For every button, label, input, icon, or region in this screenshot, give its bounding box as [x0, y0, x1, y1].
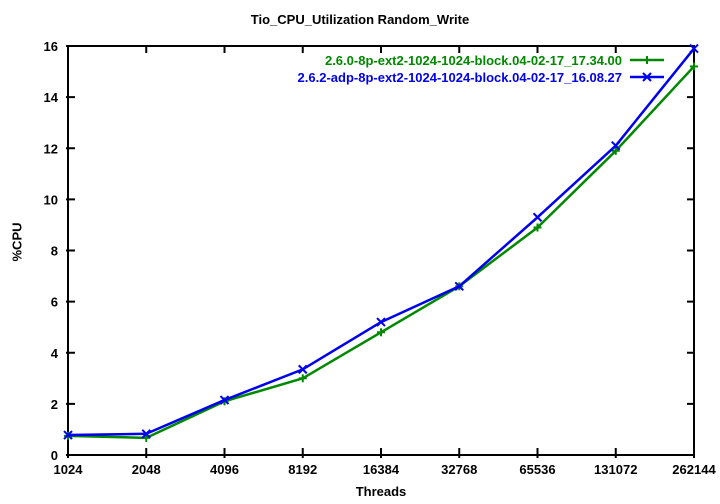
plot-frame — [67, 45, 695, 456]
x-tick-label: 262144 — [672, 462, 716, 477]
x-tick-label: 32768 — [441, 462, 477, 477]
y-tick-label: 2 — [51, 397, 58, 412]
series-0-line — [67, 65, 695, 440]
x-axis-label: Threads — [355, 484, 407, 499]
series-1-line — [67, 47, 695, 437]
y-tick-label: 14 — [44, 90, 59, 105]
series-1-marker — [298, 364, 308, 375]
series-1-marker — [532, 212, 543, 222]
x-tick-label: 16384 — [363, 462, 400, 477]
y-tick-label: 0 — [51, 448, 58, 463]
series-1-marker — [376, 317, 386, 327]
y-tick-label: 10 — [44, 192, 58, 207]
y-tick-label: 4 — [51, 346, 59, 361]
legend-sample-marker — [642, 72, 652, 82]
x-tick-label: 4096 — [210, 462, 239, 477]
series-1-marker — [611, 140, 621, 151]
series-1-marker — [219, 395, 230, 405]
series-1-marker — [689, 43, 699, 54]
x-tick-label: 65536 — [519, 462, 555, 477]
series-1-marker — [63, 430, 73, 440]
x-tick-label: 1024 — [54, 462, 84, 477]
series-1-marker — [141, 429, 151, 439]
chart-title: Tio_CPU_Utilization Random_Write — [250, 12, 470, 27]
x-tick-label: 131072 — [594, 462, 637, 477]
y-tick-label: 8 — [51, 244, 58, 259]
x-tick-label: 8192 — [288, 462, 317, 477]
legend-entry-label: 2.6.0-8p-ext2-1024-1024-block.04-02-17_1… — [325, 53, 622, 68]
y-tick-label: 6 — [51, 295, 58, 310]
series-1-marker — [454, 281, 464, 291]
x-tick-label: 2048 — [132, 462, 161, 477]
legend-entry-label: 2.6.2-adp-8p-ext2-1024-1024-block.04-02-… — [298, 70, 622, 85]
y-tick-label: 12 — [44, 141, 58, 156]
y-axis-label: %CPU — [9, 222, 25, 262]
y-tick-label: 16 — [44, 39, 58, 54]
